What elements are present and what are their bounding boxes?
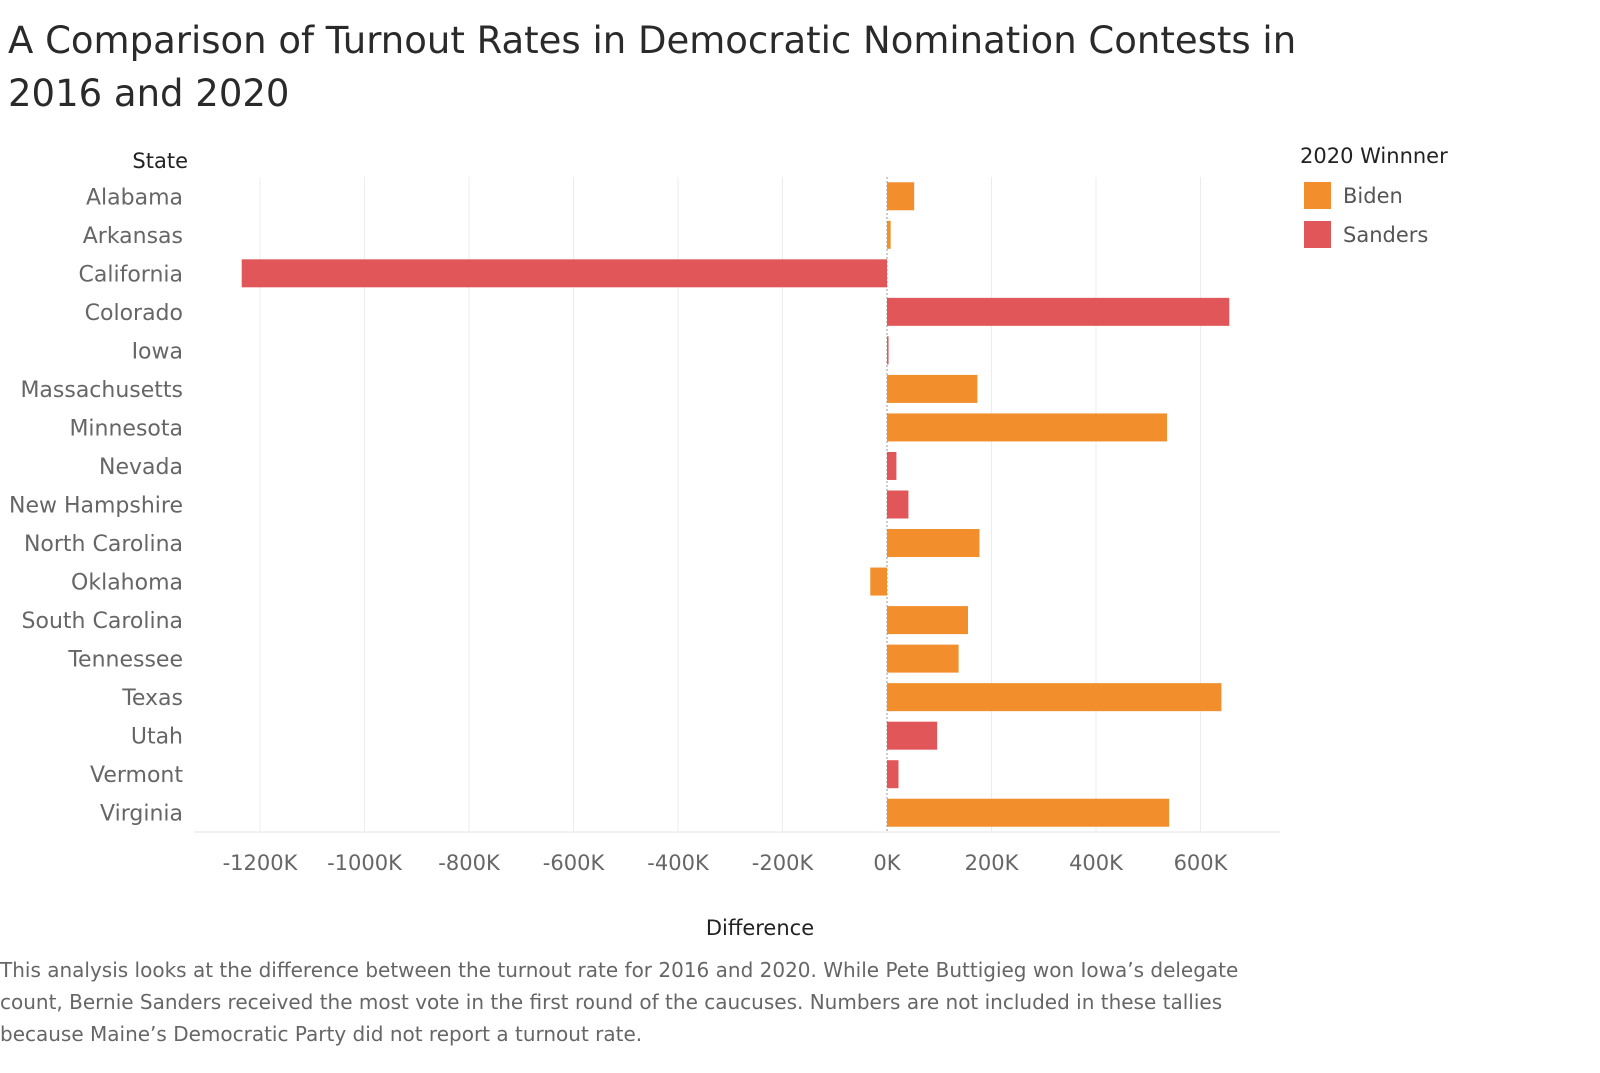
bar-virginia: [887, 798, 1170, 827]
bar-iowa: [887, 336, 889, 365]
category-label-texas: Texas: [121, 686, 183, 711]
legend-swatch-sanders: [1304, 221, 1331, 248]
category-label-new-hampshire: New Hampshire: [9, 494, 183, 519]
x-tick-label: -600K: [543, 851, 606, 875]
category-label-nevada: Nevada: [99, 455, 183, 480]
category-label-oklahoma: Oklahoma: [71, 571, 183, 596]
category-label-tennessee: Tennessee: [67, 648, 183, 673]
x-axis-ticks: -1200K -1000K -800K -600K -400K -200K 0K 200K 40…: [223, 851, 1229, 875]
chart-title: A Comparison of Turnout Rates in Democra…: [8, 19, 1297, 115]
category-label-minnesota: Minnesota: [69, 416, 183, 441]
category-label-north-carolina: North Carolina: [24, 532, 183, 557]
bar-tennessee: [887, 644, 959, 673]
legend-title: 2020 Winnner: [1300, 144, 1448, 168]
category-label-virginia: Virginia: [100, 802, 183, 827]
bar-south-carolina: [887, 606, 968, 635]
category-labels: Alabama Arkansas California Colorado Iowa Mas…: [9, 185, 183, 826]
x-tick-label: -1200K: [223, 851, 299, 875]
x-tick-label: -800K: [438, 851, 501, 875]
bar-arkansas: [887, 220, 891, 249]
chart-caption: This analysis looks at the difference be…: [0, 958, 1239, 1046]
x-tick-label: -1000K: [327, 851, 403, 875]
bar-massachusetts: [887, 374, 978, 403]
category-label-colorado: Colorado: [85, 301, 183, 326]
x-tick-label: 200K: [965, 851, 1020, 875]
x-tick-label: 400K: [1069, 851, 1124, 875]
x-tick-label: -400K: [647, 851, 710, 875]
legend-label-sanders: Sanders: [1343, 222, 1429, 247]
bar-new-hampshire: [887, 490, 909, 519]
legend-item-biden[interactable]: Biden: [1300, 176, 1580, 215]
x-tick-label: -200K: [752, 851, 815, 875]
category-label-vermont: Vermont: [90, 763, 183, 788]
y-axis-title: State: [132, 149, 188, 173]
category-label-california: California: [79, 262, 183, 287]
bar-alabama: [887, 182, 915, 211]
x-tick-label: 0K: [873, 851, 901, 875]
legend-label-biden: Biden: [1343, 183, 1403, 208]
bar-texas: [887, 683, 1222, 712]
bar-north-carolina: [887, 529, 980, 558]
bar-california: [241, 259, 887, 288]
category-label-massachusetts: Massachusetts: [20, 378, 183, 403]
legend-item-sanders[interactable]: Sanders: [1300, 215, 1580, 254]
legend-swatch-biden: [1304, 182, 1331, 209]
x-tick-label: 600K: [1174, 851, 1229, 875]
bar-vermont: [887, 760, 899, 789]
bar-utah: [887, 721, 938, 750]
category-label-arkansas: Arkansas: [83, 224, 183, 249]
category-label-utah: Utah: [131, 725, 183, 750]
bar-nevada: [887, 451, 897, 480]
category-label-iowa: Iowa: [132, 339, 183, 364]
bar-colorado: [887, 297, 1230, 326]
legend: 2020 Winnner Biden Sanders: [1300, 144, 1580, 254]
x-axis-title: Difference: [706, 916, 814, 940]
category-label-alabama: Alabama: [86, 185, 183, 210]
bar-minnesota: [887, 413, 1168, 442]
bar-oklahoma: [870, 567, 887, 596]
bar-chart: Alabama Arkansas California Colorado Iowa Mas…: [9, 149, 1280, 940]
bars: [241, 182, 1230, 827]
category-label-south-carolina: South Carolina: [22, 609, 183, 634]
